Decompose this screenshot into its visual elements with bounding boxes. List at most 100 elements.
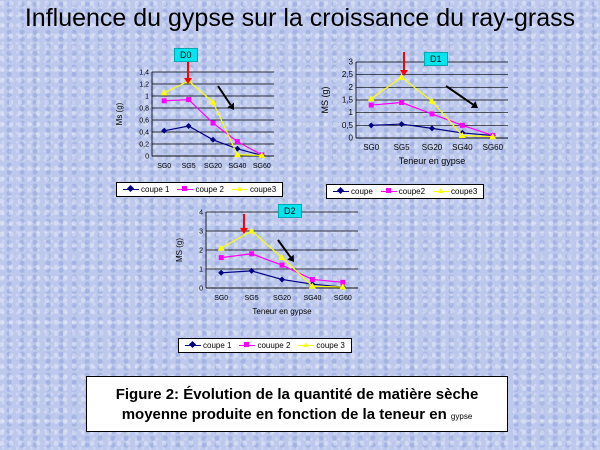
x-tick-label: SG0 xyxy=(157,163,171,170)
data-point xyxy=(248,267,255,274)
data-point xyxy=(209,98,217,105)
x-tick-label: SG60 xyxy=(334,295,352,302)
x-axis-label: Teneur en gypse xyxy=(252,307,312,316)
chart-tag-d0: D0 xyxy=(174,48,198,62)
page-title: Influence du gypse sur la croissance du … xyxy=(24,4,576,32)
x-tick-label: SG20 xyxy=(422,143,443,152)
y-tick-label: 0,6 xyxy=(139,118,149,125)
y-tick-label: 0 xyxy=(199,286,203,293)
data-point xyxy=(399,100,405,106)
legend-item-coupe3: coupe3 xyxy=(231,185,277,194)
data-point xyxy=(367,95,375,102)
data-point xyxy=(218,255,224,261)
data-point xyxy=(279,262,285,268)
data-point xyxy=(161,98,167,104)
chart-legend-d0: coupe 1 coupe 2 coupe3 xyxy=(116,182,284,197)
y-tick-label: 1,5 xyxy=(342,96,354,105)
x-tick-label: SG20 xyxy=(204,163,222,170)
legend-item-coupe2: coupe2 xyxy=(380,187,426,196)
data-point xyxy=(489,133,497,140)
legend-item-coupe1: coupe 1 xyxy=(123,184,169,194)
caption-text: Figure 2: Évolution de la quantité de ma… xyxy=(115,386,479,423)
data-point xyxy=(278,254,286,261)
y-tick-label: 0,5 xyxy=(342,121,354,130)
x-tick-label: SG40 xyxy=(452,143,473,152)
legend-item-coupe: coupe xyxy=(333,186,373,196)
data-point xyxy=(210,136,216,143)
data-point xyxy=(279,276,285,283)
legend-label: coupe3 xyxy=(249,185,277,194)
x-tick-label: SG0 xyxy=(214,295,228,302)
legend-label: coupe 1 xyxy=(203,341,232,350)
y-tick-label: 0,2 xyxy=(139,142,149,149)
data-point xyxy=(249,251,255,257)
black-arrow-icon xyxy=(277,239,292,258)
data-point xyxy=(429,125,435,132)
legend-item-coupe2: couupe 2 xyxy=(239,341,290,350)
legend-line-icon xyxy=(185,340,201,349)
x-tick-label: SG0 xyxy=(363,143,380,152)
legend-label: coupe 2 xyxy=(195,185,224,194)
data-point xyxy=(258,151,266,158)
legend-item-coupe1: coupe 1 xyxy=(185,340,232,350)
y-tick-label: 1 xyxy=(145,94,149,101)
chart-tag-d1: D1 xyxy=(424,52,448,66)
data-point xyxy=(458,131,466,138)
chart-legend-d1: coupe coupe2 coupe3 xyxy=(326,184,485,199)
legend-label: couupe 2 xyxy=(257,341,291,350)
black-arrow-head-icon xyxy=(227,102,234,110)
black-arrow-head-icon xyxy=(287,254,294,262)
x-tick-label: SG60 xyxy=(483,143,504,152)
y-axis-label: MS (g) xyxy=(320,86,330,113)
x-tick-label: SG20 xyxy=(273,295,291,302)
chart-legend-d2: coupe 1 couupe 2 coupe 3 xyxy=(178,338,352,353)
legend-line-icon xyxy=(123,184,139,193)
data-point xyxy=(185,123,192,129)
legend-label: coupe xyxy=(351,187,373,196)
legend-label: coupe2 xyxy=(398,187,426,196)
x-tick-label: SG40 xyxy=(303,295,321,302)
legend-line-icon xyxy=(177,186,194,191)
x-axis-label: Teneur en gypse xyxy=(399,156,466,166)
data-point xyxy=(429,111,435,117)
black-arrow-head-icon xyxy=(470,101,478,108)
chart-panel-d0: 0 0,2 0,4 0,6 0,8 1 1,2 1,4 SG0 SG5 SG20 SG40 SG60 Ms… xyxy=(110,46,290,206)
data-point xyxy=(368,122,375,129)
figure-caption: Figure 2: Évolution de la quantité de ma… xyxy=(86,376,508,432)
legend-line-icon xyxy=(333,186,349,195)
x-tick-label: SG60 xyxy=(253,163,271,170)
red-arrow-head-icon xyxy=(184,78,192,84)
legend-item-coupe2: coupe 2 xyxy=(177,185,224,194)
y-tick-label: 1 xyxy=(349,108,354,117)
y-axis-label: Ms (g) xyxy=(115,102,124,125)
data-point xyxy=(459,122,465,128)
red-arrow-head-icon xyxy=(240,228,248,234)
y-tick-label: 0 xyxy=(349,134,354,143)
y-tick-label: 2,5 xyxy=(342,70,354,79)
y-tick-label: 2 xyxy=(349,83,354,92)
x-tick-label: SG5 xyxy=(245,295,259,302)
data-point xyxy=(309,276,315,282)
legend-label: coupe 3 xyxy=(316,341,345,350)
data-point xyxy=(368,102,374,108)
chart-panel-d1: 0 0,5 1 1,5 2 2,5 3 SG0 SG5 SG20 SG40 SG60 MS (g) Ten… xyxy=(318,46,518,206)
legend-line-icon xyxy=(380,188,397,193)
data-point xyxy=(308,282,316,289)
caption-suffix: gypse xyxy=(450,412,473,421)
chart-d0: 0 0,2 0,4 0,6 0,8 1 1,2 1,4 SG0 SG5 SG20 SG40 SG60 Ms… xyxy=(115,48,274,170)
y-tick-label: 0,8 xyxy=(139,106,149,113)
data-point xyxy=(161,127,168,134)
legend-line-icon xyxy=(433,188,450,193)
legend-item-coupe3: coupe 3 xyxy=(298,341,345,350)
data-point xyxy=(210,120,216,126)
x-tick-label: SG40 xyxy=(228,163,246,170)
data-point xyxy=(248,227,256,234)
black-arrow-icon xyxy=(445,85,474,106)
legend-line-icon xyxy=(298,342,315,347)
data-point xyxy=(160,89,168,96)
y-tick-label: 2 xyxy=(199,248,203,255)
legend-line-icon xyxy=(239,342,256,347)
data-point xyxy=(340,279,346,285)
data-point xyxy=(398,73,406,80)
y-tick-label: 1,2 xyxy=(139,82,149,89)
